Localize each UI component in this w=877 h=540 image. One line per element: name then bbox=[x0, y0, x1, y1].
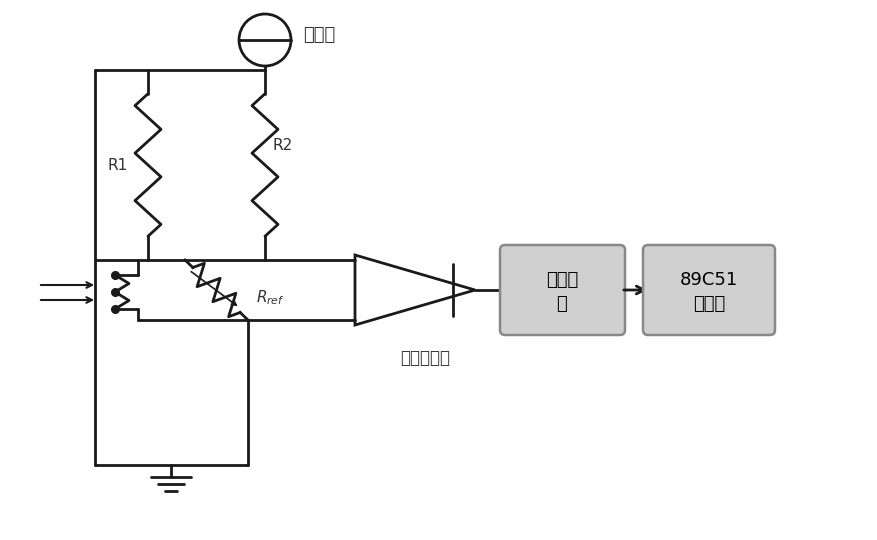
Text: 模数转: 模数转 bbox=[545, 271, 577, 289]
Text: R2: R2 bbox=[273, 138, 293, 152]
Text: 89C51: 89C51 bbox=[679, 271, 738, 289]
Text: 换: 换 bbox=[556, 295, 567, 313]
FancyBboxPatch shape bbox=[642, 245, 774, 335]
Text: 恒压源: 恒压源 bbox=[303, 26, 335, 44]
Text: $R_{ref}$: $R_{ref}$ bbox=[256, 289, 284, 307]
FancyBboxPatch shape bbox=[499, 245, 624, 335]
Text: R1: R1 bbox=[108, 158, 128, 172]
Text: 仪表放大器: 仪表放大器 bbox=[400, 349, 450, 367]
Text: 单片机: 单片机 bbox=[692, 295, 724, 313]
